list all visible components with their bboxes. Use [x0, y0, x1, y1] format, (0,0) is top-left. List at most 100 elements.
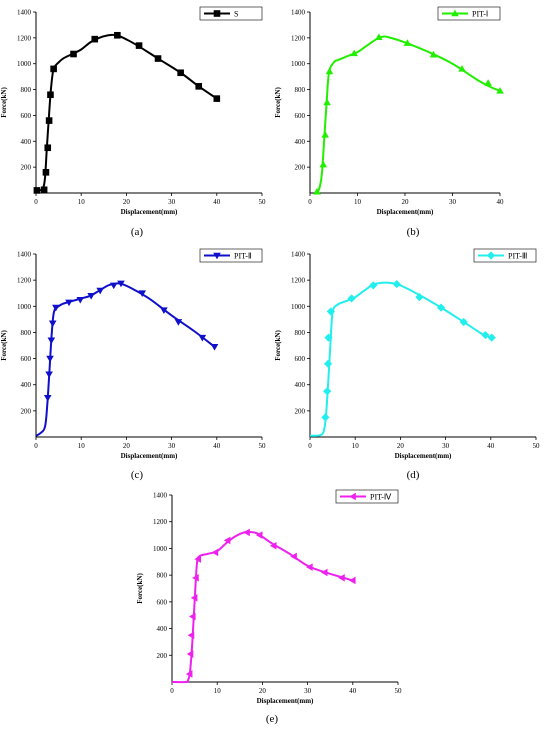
legend-marker: [486, 251, 496, 260]
y-tick-label: 1200: [153, 518, 168, 526]
y-tick-label: 1000: [291, 303, 306, 311]
legend-marker: [213, 252, 221, 260]
y-tick-label: 1400: [17, 251, 32, 259]
y-tick-label: 200: [157, 652, 168, 660]
data-point: [198, 334, 207, 342]
data-point: [177, 69, 184, 77]
data-point: [135, 42, 143, 49]
y-tick-label: 800: [295, 329, 306, 337]
data-point: [223, 536, 231, 545]
legend-marker: [213, 10, 221, 17]
legend-box: [473, 248, 537, 263]
panel-label: (d): [407, 469, 420, 481]
y-tick-label: 1000: [153, 545, 168, 553]
x-tick-label: 50: [259, 442, 267, 450]
legend-box: [335, 489, 399, 504]
x-tick-label: 0: [308, 442, 312, 450]
x-axis-title: Displacement(mm): [121, 452, 178, 460]
x-tick-label: 20: [123, 198, 131, 206]
x-tick-label: 10: [78, 198, 86, 206]
data-point: [46, 355, 54, 363]
data-point: [109, 282, 118, 290]
data-point: [47, 91, 54, 99]
data-point: [323, 98, 331, 106]
data-point: [321, 413, 330, 422]
data-point: [319, 160, 328, 168]
y-tick-label: 200: [295, 407, 306, 415]
data-point: [349, 576, 356, 585]
data-point: [350, 49, 358, 57]
x-tick-label: 40: [213, 442, 221, 450]
data-point: [195, 83, 203, 90]
y-tick-label: 1200: [17, 277, 32, 285]
data-point: [375, 33, 383, 41]
x-tick-label: 40: [487, 442, 495, 450]
y-tick-label: 800: [21, 86, 32, 94]
panel-label: (a): [131, 226, 144, 238]
data-point: [188, 612, 196, 621]
chart-panel-3: 0 10 20 30 40 50 200 400 600 800 1000 1200 1400 Displ…: [0, 248, 267, 481]
x-tick-label: 40: [349, 687, 357, 695]
data-point: [70, 50, 77, 58]
data-point: [45, 117, 53, 124]
y-tick-label: 400: [295, 138, 306, 146]
y-tick-label: 1400: [291, 251, 306, 259]
data-point: [194, 555, 202, 563]
x-tick-label: 0: [34, 442, 38, 450]
data-point: [306, 563, 313, 571]
x-tick-label: 0: [34, 198, 38, 206]
y-tick-label: 1200: [17, 34, 32, 42]
y-tick-label: 1000: [17, 303, 32, 311]
data-point: [190, 594, 198, 602]
data-point: [174, 319, 183, 326]
legend: PIT-Ⅳ: [335, 489, 399, 504]
legend-label: PIT-Ⅲ: [508, 252, 527, 261]
data-point: [481, 330, 490, 340]
data-point: [415, 293, 424, 302]
series-1: [309, 279, 496, 437]
data-point: [369, 281, 378, 290]
series-line: [35, 282, 216, 437]
data-point: [325, 67, 334, 75]
series-line: [171, 530, 354, 684]
y-tick-label: 1200: [291, 277, 306, 285]
legend: PIT-Ⅰ: [437, 6, 501, 21]
data-point: [138, 290, 147, 298]
legend-label: PIT-Ⅳ: [370, 493, 392, 502]
data-point: [186, 650, 194, 658]
data-point: [436, 303, 446, 312]
chart-panel-5: 0 10 20 30 40 50 200 400 600 800 1000 1200 1400 Displ…: [136, 489, 403, 725]
x-tick-label: 10: [352, 442, 360, 450]
data-point: [91, 35, 99, 43]
data-point: [117, 280, 125, 288]
x-axis-title: Displacement(mm): [377, 208, 434, 216]
series-1: [171, 528, 356, 684]
x-tick-label: 50: [259, 198, 267, 206]
data-point: [211, 548, 219, 557]
x-tick-label: 20: [402, 198, 410, 206]
y-tick-label: 600: [295, 112, 306, 120]
data-point: [45, 371, 53, 379]
data-point: [160, 307, 168, 315]
data-point: [50, 65, 57, 73]
data-point: [96, 287, 104, 295]
chart-panel-4: 0 10 20 30 40 50 200 400 600 800 1000 1200 1400 Displ…: [274, 248, 540, 481]
panel-label: (b): [407, 226, 420, 238]
y-tick-label: 1200: [291, 34, 306, 42]
y-tick-label: 1000: [17, 60, 32, 68]
x-tick-label: 10: [354, 198, 362, 206]
data-point: [187, 631, 195, 640]
chart-panel-2: 0 10 20 30 40 200 400 600 800 1000 1200 1400 Displac…: [274, 6, 504, 238]
data-point: [192, 574, 199, 582]
y-axis-title: Force(kN): [136, 573, 144, 604]
data-point: [210, 344, 219, 351]
y-tick-label: 200: [21, 407, 32, 415]
x-tick-label: 10: [214, 687, 222, 695]
data-point: [269, 541, 277, 550]
y-tick-label: 800: [157, 572, 168, 580]
series-line: [35, 33, 218, 192]
data-point: [459, 317, 468, 327]
data-point: [48, 320, 57, 328]
data-point: [114, 31, 121, 39]
x-tick-label: 50: [395, 687, 403, 695]
